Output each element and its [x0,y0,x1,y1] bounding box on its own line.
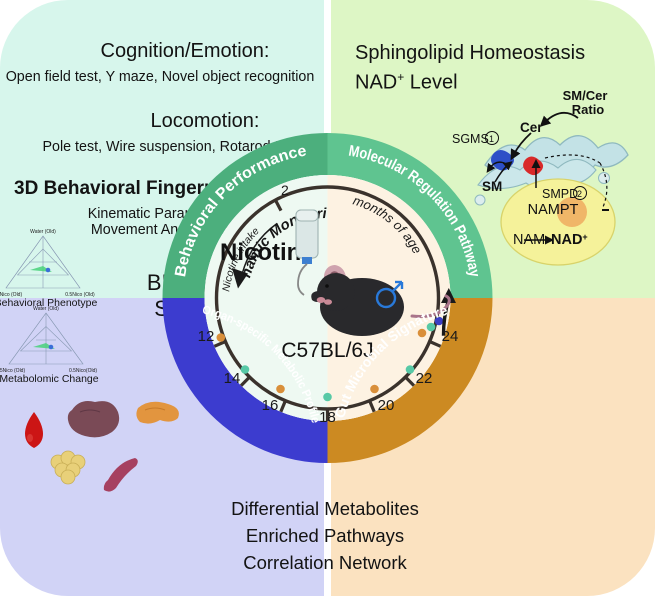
svg-text:Metabolomic Change: Metabolomic Change [0,373,99,385]
svg-text:2: 2 [577,189,582,199]
svg-text:20: 20 [378,397,395,414]
svg-text:NAMPT: NAMPT [528,202,579,218]
svg-text:Water (Old): Water (Old) [33,306,59,312]
svg-text:22: 22 [416,370,433,387]
svg-text:SM/Cer: SM/Cer [563,88,608,103]
svg-text:14: 14 [224,370,241,387]
svg-text:NAD+: NAD+ [551,232,588,248]
svg-text:16: 16 [262,397,279,414]
svg-text:NAM: NAM [513,232,545,248]
svg-text:1: 1 [489,134,494,144]
svg-text:12: 12 [198,328,215,345]
svg-text:Ratio: Ratio [572,102,605,117]
svg-text:SMPD: SMPD [542,187,578,201]
svg-text:2: 2 [281,182,289,198]
svg-text:Cer: Cer [520,120,543,135]
svg-text:SGMS: SGMS [452,132,489,146]
svg-text:Water (Old): Water (Old) [30,229,56,235]
svg-text:SM: SM [482,179,502,194]
svg-text:Dynamic Monitoring: Dynamic Monitoring [0,0,328,280]
